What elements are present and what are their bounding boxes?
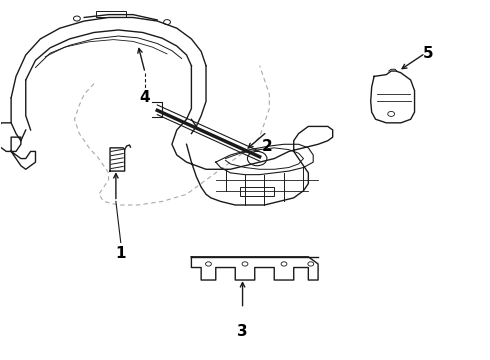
- Text: 4: 4: [140, 90, 150, 105]
- Text: 2: 2: [262, 139, 272, 154]
- Text: 3: 3: [237, 324, 248, 339]
- Bar: [240, 187, 274, 196]
- Text: 1: 1: [116, 246, 126, 261]
- Bar: [97, 11, 125, 18]
- Text: 5: 5: [422, 46, 433, 61]
